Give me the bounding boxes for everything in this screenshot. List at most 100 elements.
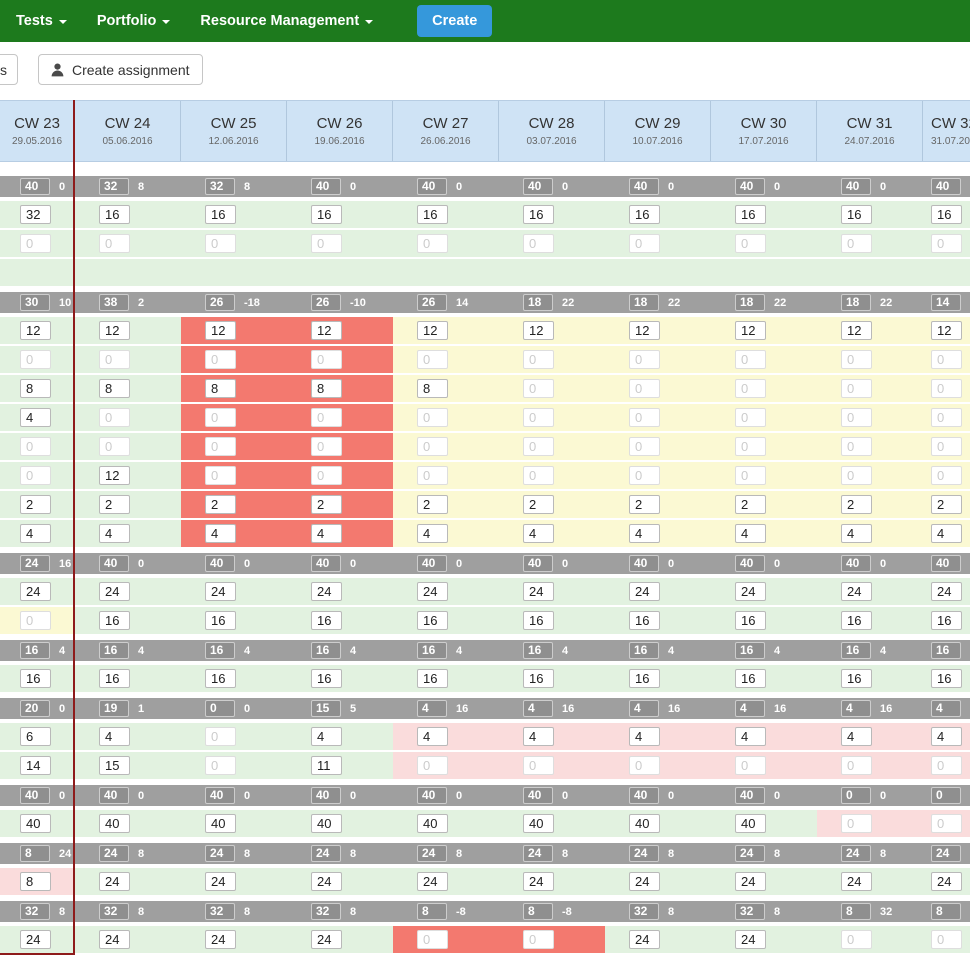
capacity-cell[interactable]: 16 — [629, 611, 660, 630]
capacity-cell[interactable]: 0 — [99, 350, 130, 369]
capacity-cell[interactable]: 4 — [629, 727, 660, 746]
capacity-cell[interactable]: 0 — [205, 727, 236, 746]
capacity-cell[interactable]: 0 — [523, 350, 554, 369]
capacity-cell[interactable]: 0 — [523, 466, 554, 485]
capacity-cell[interactable]: 0 — [841, 408, 872, 427]
capacity-cell[interactable]: 4 — [735, 727, 766, 746]
capacity-cell[interactable]: 0 — [841, 437, 872, 456]
capacity-cell[interactable]: 12 — [841, 321, 872, 340]
capacity-cell[interactable]: 16 — [311, 611, 342, 630]
capacity-cell[interactable]: 2 — [99, 495, 130, 514]
capacity-cell[interactable]: 4 — [735, 524, 766, 543]
capacity-cell[interactable]: 4 — [311, 727, 342, 746]
capacity-cell[interactable]: 24 — [735, 930, 766, 949]
capacity-cell[interactable]: 2 — [931, 495, 962, 514]
nav-item-portfolio[interactable]: Portfolio — [97, 13, 171, 29]
capacity-cell[interactable]: 24 — [629, 930, 660, 949]
capacity-cell[interactable]: 0 — [311, 466, 342, 485]
capacity-cell[interactable]: 0 — [931, 350, 962, 369]
capacity-cell[interactable]: 16 — [735, 611, 766, 630]
capacity-cell[interactable]: 0 — [841, 379, 872, 398]
capacity-cell[interactable]: 24 — [99, 582, 130, 601]
capacity-cell[interactable]: 4 — [20, 408, 51, 427]
capacity-cell[interactable]: 16 — [205, 611, 236, 630]
capacity-cell[interactable]: 0 — [629, 466, 660, 485]
capacity-cell[interactable]: 16 — [735, 669, 766, 688]
capacity-cell[interactable]: 0 — [735, 234, 766, 253]
capacity-cell[interactable]: 0 — [629, 234, 660, 253]
capacity-cell[interactable]: 0 — [20, 437, 51, 456]
capacity-cell[interactable]: 24 — [841, 582, 872, 601]
capacity-cell[interactable]: 16 — [629, 669, 660, 688]
capacity-cell[interactable]: 0 — [523, 930, 554, 949]
capacity-cell[interactable]: 40 — [311, 814, 342, 833]
capacity-cell[interactable]: 24 — [20, 930, 51, 949]
capacity-cell[interactable]: 0 — [417, 466, 448, 485]
capacity-cell[interactable]: 12 — [931, 321, 962, 340]
capacity-cell[interactable]: 0 — [735, 466, 766, 485]
capacity-cell[interactable]: 24 — [629, 872, 660, 891]
capacity-cell[interactable]: 2 — [205, 495, 236, 514]
capacity-cell[interactable]: 8 — [417, 379, 448, 398]
capacity-cell[interactable]: 0 — [417, 350, 448, 369]
capacity-cell[interactable]: 24 — [629, 582, 660, 601]
capacity-cell[interactable]: 2 — [629, 495, 660, 514]
capacity-cell[interactable]: 12 — [99, 321, 130, 340]
capacity-cell[interactable]: 24 — [311, 872, 342, 891]
capacity-cell[interactable]: 0 — [931, 234, 962, 253]
capacity-cell[interactable]: 0 — [20, 466, 51, 485]
capacity-cell[interactable]: 0 — [205, 350, 236, 369]
capacity-cell[interactable]: 16 — [417, 205, 448, 224]
capacity-cell[interactable]: 16 — [99, 669, 130, 688]
capacity-cell[interactable]: 2 — [523, 495, 554, 514]
capacity-cell[interactable]: 0 — [735, 379, 766, 398]
capacity-cell[interactable]: 0 — [417, 930, 448, 949]
capacity-cell[interactable]: 16 — [20, 669, 51, 688]
capacity-cell[interactable]: 0 — [99, 408, 130, 427]
capacity-cell[interactable]: 16 — [841, 669, 872, 688]
capacity-cell[interactable]: 4 — [99, 727, 130, 746]
capacity-cell[interactable]: 16 — [841, 611, 872, 630]
capacity-cell[interactable]: 0 — [629, 408, 660, 427]
capacity-cell[interactable]: 0 — [205, 437, 236, 456]
capacity-cell[interactable]: 0 — [20, 350, 51, 369]
capacity-cell[interactable]: 24 — [205, 582, 236, 601]
capacity-cell[interactable]: 0 — [841, 466, 872, 485]
capacity-cell[interactable]: 2 — [417, 495, 448, 514]
capacity-cell[interactable]: 12 — [205, 321, 236, 340]
capacity-cell[interactable]: 0 — [931, 408, 962, 427]
capacity-cell[interactable]: 2 — [735, 495, 766, 514]
capacity-cell[interactable]: 16 — [931, 611, 962, 630]
capacity-cell[interactable]: 0 — [931, 930, 962, 949]
capacity-cell[interactable]: 12 — [629, 321, 660, 340]
capacity-cell[interactable]: 24 — [417, 872, 448, 891]
capacity-cell[interactable]: 16 — [417, 611, 448, 630]
capacity-cell[interactable]: 0 — [735, 350, 766, 369]
capacity-cell[interactable]: 0 — [99, 437, 130, 456]
capacity-cell[interactable]: 24 — [523, 872, 554, 891]
capacity-cell[interactable]: 24 — [841, 872, 872, 891]
capacity-cell[interactable]: 24 — [735, 582, 766, 601]
capacity-cell[interactable]: 0 — [629, 437, 660, 456]
capacity-cell[interactable]: 4 — [841, 727, 872, 746]
capacity-cell[interactable]: 0 — [931, 379, 962, 398]
capacity-cell[interactable]: 24 — [311, 930, 342, 949]
capacity-cell[interactable]: 12 — [311, 321, 342, 340]
capacity-cell[interactable]: 4 — [20, 524, 51, 543]
capacity-cell[interactable]: 8 — [20, 379, 51, 398]
capacity-cell[interactable]: 0 — [735, 756, 766, 775]
capacity-cell[interactable]: 8 — [311, 379, 342, 398]
capacity-cell[interactable]: 0 — [629, 756, 660, 775]
capacity-cell[interactable]: 2 — [841, 495, 872, 514]
capacity-cell[interactable]: 24 — [931, 872, 962, 891]
capacity-cell[interactable]: 16 — [205, 669, 236, 688]
capacity-cell[interactable]: 24 — [417, 582, 448, 601]
capacity-cell[interactable]: 0 — [311, 350, 342, 369]
partial-button[interactable]: s — [0, 54, 18, 85]
capacity-cell[interactable]: 0 — [311, 437, 342, 456]
capacity-cell[interactable]: 16 — [311, 205, 342, 224]
capacity-cell[interactable]: 0 — [523, 756, 554, 775]
capacity-cell[interactable]: 40 — [523, 814, 554, 833]
capacity-cell[interactable]: 0 — [523, 379, 554, 398]
capacity-cell[interactable]: 4 — [523, 524, 554, 543]
